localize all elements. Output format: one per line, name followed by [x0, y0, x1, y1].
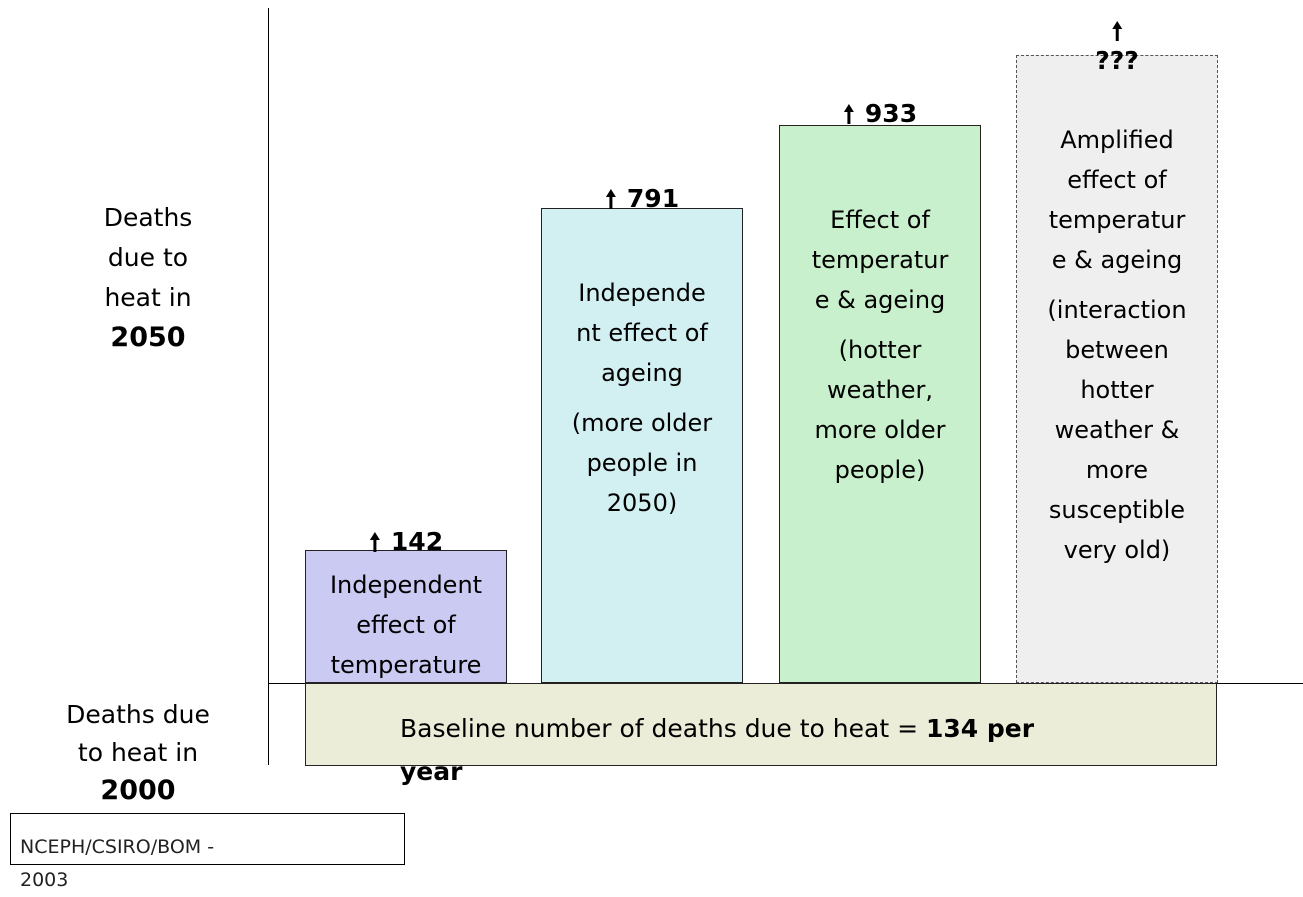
up-arrow: [843, 103, 854, 124]
bar-text-line: (hotter: [838, 336, 922, 364]
bar-text-line: (more older: [571, 409, 713, 437]
bar-text-line: more: [1085, 456, 1149, 484]
bar-text-line: Amplified: [1060, 126, 1174, 154]
label-line: Deaths: [103, 203, 193, 232]
bar-text-line: temperatur: [811, 246, 949, 274]
bar-text-line: more older: [814, 416, 946, 444]
bar-paragraph: Amplified effect of temperatur e & ageing: [1049, 120, 1186, 280]
value-text: 791: [626, 184, 680, 213]
bar-text-line: people): [834, 456, 926, 484]
bar-text-line: very old): [1063, 536, 1171, 564]
bar-paragraph: (interaction between hotter weather & more su…: [1047, 290, 1186, 570]
value-text: 142: [390, 527, 444, 556]
value-label: 142: [369, 527, 443, 556]
bar-text-line: Independent: [329, 571, 483, 599]
bar-text-line: Effect of: [830, 206, 930, 234]
baseline-text-main: Baseline number of deaths due to heat =: [400, 714, 919, 743]
bar-text-line: people in: [586, 449, 698, 477]
bar-text-line: effect of: [356, 611, 456, 639]
bar-paragraph: Independent effect of temperature: [330, 565, 482, 685]
bar: Independent effect of temperature: [305, 550, 507, 683]
bar-paragraph: (more older people in 2050): [572, 403, 712, 523]
value-text: ???: [1095, 46, 1139, 75]
bar-paragraph: Effect of temperatur e & ageing: [812, 200, 949, 320]
value-label: ???: [1095, 20, 1139, 75]
bar-text-line: temperature: [330, 651, 482, 679]
source-line: NCEPH/CSIRO/BOM -: [20, 836, 215, 858]
value-text: 933: [864, 99, 918, 128]
bar-text-line: nt effect of: [576, 319, 708, 347]
bar-text-line: effect of: [1067, 166, 1167, 194]
label-year: 2000: [100, 775, 176, 806]
bar-text-line: weather &: [1054, 416, 1180, 444]
baseline-emphasis: 134 per: [925, 714, 1035, 743]
value-label: 791: [605, 184, 679, 213]
source-line: 2003: [20, 869, 69, 891]
value-label: 933: [843, 99, 917, 128]
upper-label: Deaths due to heat in 2050: [60, 198, 236, 358]
source-box: [10, 813, 405, 865]
bar-text-line: (interaction: [1047, 296, 1187, 324]
bar: Independe nt effect of ageing (more older pe…: [541, 208, 743, 683]
label-year: 2050: [110, 322, 186, 353]
up-arrow: [369, 531, 380, 552]
bar: Effect of temperatur e & ageing (hotter weat…: [779, 125, 981, 683]
up-arrow: [605, 188, 616, 209]
bar-text-line: weather,: [827, 376, 933, 404]
axis-line: [268, 8, 269, 765]
baseline-overflow: year: [400, 757, 463, 786]
label-line: Deaths due: [66, 700, 210, 729]
baseline-text: Baseline number of deaths due to heat = …: [400, 714, 1034, 743]
bar-text-line: 2050): [606, 489, 678, 517]
baseline-box: [305, 683, 1217, 766]
lower-label: Deaths due to heat in 2000: [40, 696, 236, 810]
bar-paragraph: Independe nt effect of ageing: [576, 273, 708, 393]
bar: Amplified effect of temperatur e & ageing (i…: [1016, 55, 1218, 683]
source-text: NCEPH/CSIRO/BOM - 2003: [20, 831, 214, 897]
up-arrow: [1111, 21, 1122, 41]
label-line: due to: [107, 243, 189, 272]
bar-text-line: hotter: [1080, 376, 1154, 404]
label-line: heat in: [104, 283, 192, 312]
bar-text-line: susceptible: [1048, 496, 1186, 524]
bar-text-line: ageing: [601, 359, 683, 387]
bar-text-line: e & ageing: [814, 286, 946, 314]
label-line: to heat in: [77, 738, 199, 767]
bar-paragraph: (hotter weather, more older people): [814, 330, 945, 490]
bar-text-line: Independe: [578, 279, 706, 307]
bar-text-line: e & ageing: [1051, 246, 1183, 274]
bar-text-line: temperatur: [1048, 206, 1186, 234]
bar-text-line: between: [1065, 336, 1169, 364]
